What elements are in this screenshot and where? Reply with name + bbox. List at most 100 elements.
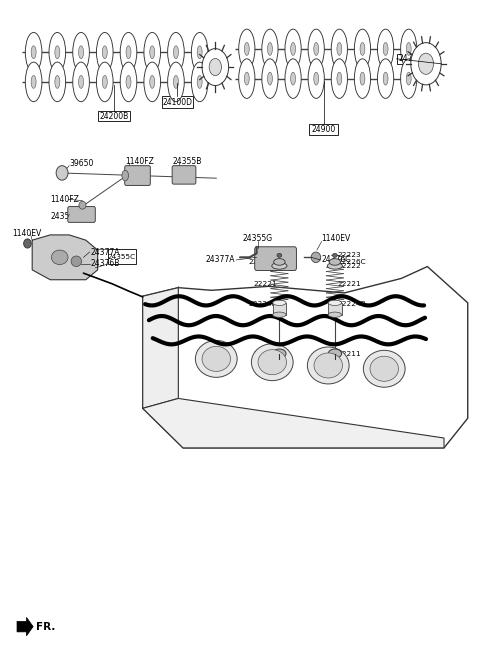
FancyBboxPatch shape [172, 166, 196, 184]
Text: 1140FZ: 1140FZ [125, 156, 154, 166]
Text: 22226C: 22226C [337, 259, 366, 265]
Ellipse shape [25, 62, 42, 102]
Ellipse shape [354, 29, 371, 68]
Ellipse shape [120, 62, 137, 102]
Ellipse shape [333, 253, 337, 257]
Ellipse shape [401, 59, 417, 98]
Ellipse shape [328, 312, 342, 317]
Ellipse shape [308, 59, 324, 98]
Ellipse shape [401, 29, 417, 68]
Ellipse shape [150, 76, 155, 88]
Text: 22222: 22222 [337, 263, 361, 269]
Text: 1140EV: 1140EV [12, 229, 41, 238]
Text: 22222: 22222 [253, 263, 277, 269]
Text: 24355B: 24355B [173, 156, 202, 166]
Ellipse shape [383, 72, 388, 85]
Ellipse shape [311, 252, 321, 263]
Ellipse shape [273, 300, 286, 305]
Ellipse shape [79, 201, 86, 209]
Text: 1140EV: 1140EV [322, 234, 351, 243]
Ellipse shape [55, 46, 60, 59]
Ellipse shape [56, 166, 68, 180]
Ellipse shape [329, 259, 341, 265]
Ellipse shape [195, 340, 237, 377]
Ellipse shape [24, 239, 31, 248]
Ellipse shape [51, 250, 68, 265]
Ellipse shape [49, 33, 66, 72]
Ellipse shape [360, 72, 365, 85]
Ellipse shape [267, 72, 272, 85]
Text: 39650: 39650 [69, 159, 94, 168]
Ellipse shape [331, 300, 339, 308]
Bar [309, 124, 338, 135]
Polygon shape [32, 235, 97, 280]
Ellipse shape [337, 72, 342, 85]
Text: 24355C: 24355C [108, 253, 136, 259]
Ellipse shape [197, 46, 202, 59]
Circle shape [202, 49, 228, 86]
Ellipse shape [122, 170, 129, 181]
Ellipse shape [79, 76, 84, 88]
Ellipse shape [79, 46, 84, 59]
Text: 22221: 22221 [337, 281, 361, 287]
Ellipse shape [144, 33, 160, 72]
Ellipse shape [144, 62, 160, 102]
Ellipse shape [277, 253, 282, 257]
Ellipse shape [314, 353, 343, 378]
Ellipse shape [239, 29, 255, 68]
Text: 24376B: 24376B [91, 259, 120, 269]
Text: FR.: FR. [36, 622, 55, 632]
Ellipse shape [49, 62, 66, 102]
Ellipse shape [102, 76, 107, 88]
Ellipse shape [331, 29, 348, 68]
FancyBboxPatch shape [68, 207, 96, 222]
Ellipse shape [360, 43, 365, 55]
Ellipse shape [308, 29, 324, 68]
Text: 24376C: 24376C [322, 255, 351, 265]
Ellipse shape [331, 59, 348, 98]
Ellipse shape [258, 350, 287, 374]
Ellipse shape [377, 29, 394, 68]
Polygon shape [143, 398, 444, 448]
Ellipse shape [73, 33, 89, 72]
Ellipse shape [168, 33, 184, 72]
Bar [162, 96, 192, 108]
Polygon shape [17, 617, 33, 636]
Ellipse shape [150, 46, 155, 59]
Ellipse shape [314, 72, 319, 85]
Text: 24377A: 24377A [206, 255, 235, 265]
Circle shape [209, 59, 221, 76]
Ellipse shape [31, 76, 36, 88]
Text: 1140FZ: 1140FZ [50, 195, 79, 203]
Bar [108, 249, 136, 264]
Text: 24355G: 24355G [243, 234, 273, 243]
Ellipse shape [354, 59, 371, 98]
Text: 22212: 22212 [253, 350, 277, 356]
Ellipse shape [192, 33, 208, 72]
Ellipse shape [192, 62, 208, 102]
Ellipse shape [272, 263, 287, 269]
Ellipse shape [377, 59, 394, 98]
Ellipse shape [273, 349, 286, 358]
Text: 24200B: 24200B [99, 112, 129, 121]
Ellipse shape [126, 76, 131, 88]
Ellipse shape [273, 312, 286, 317]
Ellipse shape [267, 43, 272, 55]
Ellipse shape [314, 43, 319, 55]
Text: 22224B: 22224B [248, 301, 277, 307]
FancyBboxPatch shape [125, 166, 150, 186]
Ellipse shape [328, 349, 342, 358]
Text: 24355A: 24355A [50, 212, 80, 221]
Ellipse shape [307, 347, 349, 384]
Ellipse shape [337, 43, 342, 55]
Ellipse shape [96, 62, 113, 102]
Ellipse shape [262, 29, 278, 68]
Ellipse shape [71, 256, 82, 267]
Ellipse shape [244, 43, 249, 55]
Ellipse shape [120, 33, 137, 72]
Bar [97, 111, 130, 122]
Bar [273, 303, 286, 315]
Ellipse shape [274, 259, 285, 265]
Text: 24700: 24700 [399, 55, 423, 63]
Ellipse shape [96, 33, 113, 72]
